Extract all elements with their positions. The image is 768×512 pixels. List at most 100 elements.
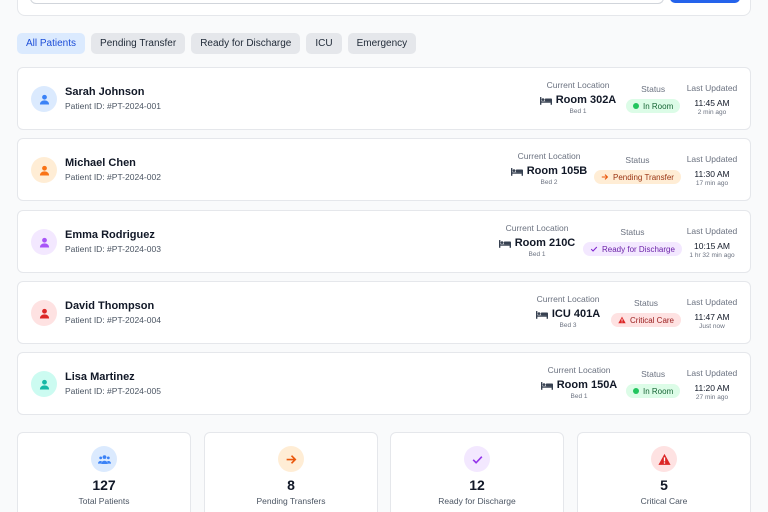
- status: Status In Room: [626, 84, 681, 114]
- avatar: [31, 86, 57, 112]
- current-location-label: Current Location: [536, 294, 600, 304]
- status-badge: In Room: [626, 99, 681, 113]
- avatar: [31, 371, 57, 397]
- current-location-label: Current Location: [547, 365, 611, 375]
- current-location-label: Current Location: [546, 80, 610, 90]
- avatar: [31, 157, 57, 183]
- status-badge: Critical Care: [611, 313, 682, 327]
- status-badge: Pending Transfer: [594, 170, 681, 184]
- bed-icon: [535, 310, 548, 319]
- updated-ago: Just now: [699, 323, 725, 330]
- user-icon: [39, 379, 49, 390]
- stat-label: Ready for Discharge: [438, 496, 516, 506]
- last-updated: Last Updated 11:47 AM Just now: [686, 297, 738, 330]
- last-updated-label: Last Updated: [686, 83, 738, 93]
- stat-label: Pending Transfers: [256, 496, 326, 506]
- stat-value: 12: [469, 477, 485, 493]
- current-location: Current Location ICU 401A Bed 3: [523, 294, 613, 329]
- patient-id: Patient ID: #PT-2024-005: [65, 386, 161, 396]
- stat-label: Critical Care: [640, 496, 688, 506]
- search-input[interactable]: [30, 0, 664, 4]
- stat-value: 8: [287, 477, 295, 493]
- status-text: In Room: [643, 101, 674, 111]
- last-updated-label: Last Updated: [686, 297, 738, 307]
- filter-pending-transfer[interactable]: Pending Transfer: [91, 33, 186, 54]
- last-updated: Last Updated 11:45 AM 2 min ago: [686, 83, 738, 116]
- status: Status In Room: [626, 369, 681, 399]
- bed-number: Bed 3: [559, 322, 577, 329]
- stat-card-pending-transfers: 8 Pending Transfers: [204, 432, 378, 512]
- status: Status Ready for Discharge: [583, 227, 682, 258]
- bed-number: Bed 2: [540, 179, 558, 186]
- patient-name: Emma Rodriguez: [65, 229, 155, 241]
- bed-number: Bed 1: [570, 393, 588, 400]
- arrow-right-icon: [601, 174, 609, 180]
- current-location: Current Location Room 150A Bed 1: [534, 365, 624, 400]
- status: Status Critical Care: [611, 298, 682, 329]
- filter-tabs: All Patients Pending Transfer Ready for …: [17, 33, 417, 54]
- stat-value: 5: [660, 477, 668, 493]
- updated-time: 11:47 AM: [694, 312, 730, 322]
- status-text: Pending Transfer: [613, 172, 674, 182]
- bed-number: Bed 1: [569, 108, 587, 115]
- patient-id: Patient ID: #PT-2024-003: [65, 244, 161, 254]
- stat-label: Total Patients: [78, 496, 130, 506]
- patient-name: Michael Chen: [65, 157, 136, 169]
- current-location: Current Location Room 302A Bed 1: [533, 80, 623, 115]
- patient-card[interactable]: Lisa Martinez Patient ID: #PT-2024-005 C…: [17, 352, 751, 415]
- patient-card[interactable]: Sarah Johnson Patient ID: #PT-2024-001 C…: [17, 67, 751, 130]
- status-label: Status: [641, 369, 666, 379]
- patient-name: David Thompson: [65, 300, 155, 312]
- filter-all-patients[interactable]: All Patients: [17, 33, 86, 54]
- current-location: Current Location Room 210C Bed 1: [492, 223, 582, 258]
- users-icon: [91, 446, 117, 472]
- last-updated-label: Last Updated: [686, 368, 738, 378]
- last-updated: Last Updated 11:30 AM 17 min ago: [686, 154, 738, 187]
- patient-id: Patient ID: #PT-2024-001: [65, 101, 161, 111]
- filter-ready-for-discharge[interactable]: Ready for Discharge: [191, 33, 301, 54]
- check-icon: [464, 446, 490, 472]
- updated-ago: 2 min ago: [697, 109, 727, 116]
- room-number: ICU 401A: [551, 308, 601, 320]
- room-number: Room 302A: [555, 94, 617, 106]
- status-label: Status: [633, 298, 659, 308]
- status-dot-icon: [633, 388, 639, 394]
- bed-icon: [510, 167, 523, 176]
- status-label: Status: [620, 227, 645, 237]
- room-number: Room 150A: [556, 379, 618, 391]
- search-button[interactable]: [670, 0, 740, 3]
- status-label: Status: [641, 84, 666, 94]
- room-number: Room 210C: [514, 237, 576, 249]
- updated-time: 10:15 AM: [694, 241, 730, 251]
- last-updated: Last Updated 11:20 AM 27 min ago: [686, 368, 738, 401]
- patient-card[interactable]: David Thompson Patient ID: #PT-2024-004 …: [17, 281, 751, 344]
- updated-ago: 17 min ago: [695, 180, 729, 187]
- filter-emergency[interactable]: Emergency: [347, 33, 417, 54]
- patient-name: Lisa Martinez: [65, 371, 135, 383]
- warning-icon: [651, 446, 677, 472]
- last-updated: Last Updated 10:15 AM 1 hr 32 min ago: [686, 226, 738, 259]
- user-icon: [39, 165, 49, 176]
- filter-icu[interactable]: ICU: [306, 33, 342, 54]
- stat-value: 127: [92, 477, 116, 493]
- status-text: In Room: [643, 386, 674, 396]
- user-icon: [39, 308, 49, 319]
- updated-time: 11:20 AM: [694, 383, 730, 393]
- arrow-right-icon: [278, 446, 304, 472]
- status-text: Ready for Discharge: [602, 244, 675, 254]
- last-updated-label: Last Updated: [686, 154, 738, 164]
- user-icon: [39, 237, 49, 248]
- patient-card[interactable]: Emma Rodriguez Patient ID: #PT-2024-003 …: [17, 210, 751, 273]
- bed-icon: [539, 96, 552, 105]
- patient-card[interactable]: Michael Chen Patient ID: #PT-2024-002 Cu…: [17, 138, 751, 201]
- last-updated-label: Last Updated: [686, 226, 738, 236]
- patient-id: Patient ID: #PT-2024-002: [65, 172, 161, 182]
- stat-card-critical-care: 5 Critical Care: [577, 432, 751, 512]
- room-number: Room 105B: [526, 165, 588, 177]
- updated-ago: 27 min ago: [695, 394, 729, 401]
- updated-ago: 1 hr 32 min ago: [689, 252, 735, 259]
- patient-name: Sarah Johnson: [65, 86, 145, 98]
- status: Status Pending Transfer: [594, 155, 681, 186]
- updated-time: 11:30 AM: [694, 169, 730, 179]
- search-bar: [17, 0, 751, 16]
